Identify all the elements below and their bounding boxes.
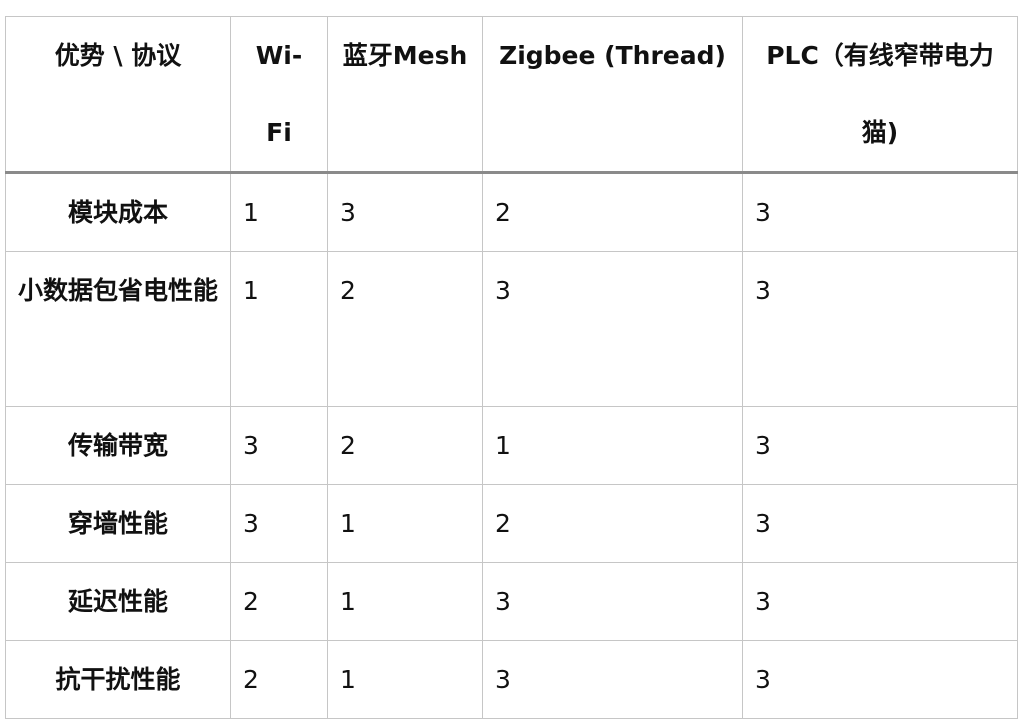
row-label: 模块成本 xyxy=(5,172,231,252)
table-row: 小数据包省电性能 1 2 3 3 xyxy=(5,251,1018,407)
score-cell: 3 xyxy=(230,406,328,485)
header-cell: Zigbee (Thread) xyxy=(482,16,743,174)
table-row: 抗干扰性能 2 1 3 3 xyxy=(5,640,1018,719)
score-cell: 3 xyxy=(742,640,1018,719)
table-row: 传输带宽 3 2 1 3 xyxy=(5,406,1018,485)
table-row: 穿墙性能 3 1 2 3 xyxy=(5,484,1018,563)
score-cell: 3 xyxy=(742,406,1018,485)
row-label: 抗干扰性能 xyxy=(5,640,231,719)
score-cell: 2 xyxy=(230,562,328,641)
header-cell: 蓝牙Mesh xyxy=(327,16,483,174)
table-row: 延迟性能 2 1 3 3 xyxy=(5,562,1018,641)
header-cell: PLC（有线窄带电力猫) xyxy=(742,16,1018,174)
score-cell: 1 xyxy=(327,640,483,719)
score-cell: 1 xyxy=(230,172,328,252)
header-cell: Wi-Fi xyxy=(230,16,328,174)
score-cell: 1 xyxy=(230,251,328,407)
row-label: 穿墙性能 xyxy=(5,484,231,563)
score-cell: 2 xyxy=(482,172,743,252)
score-cell: 1 xyxy=(327,484,483,563)
header-cell: 优势 \ 协议 xyxy=(5,16,231,174)
row-label: 小数据包省电性能 xyxy=(5,251,231,407)
score-cell: 3 xyxy=(742,172,1018,252)
protocol-comparison-table: 优势 \ 协议 Wi-Fi 蓝牙Mesh Zigbee (Thread) PLC… xyxy=(5,16,1018,719)
score-cell: 2 xyxy=(327,406,483,485)
score-cell: 3 xyxy=(742,251,1018,407)
header-row: 优势 \ 协议 Wi-Fi 蓝牙Mesh Zigbee (Thread) PLC… xyxy=(5,16,1018,174)
score-cell: 2 xyxy=(230,640,328,719)
score-cell: 2 xyxy=(482,484,743,563)
score-cell: 1 xyxy=(327,562,483,641)
score-cell: 3 xyxy=(482,251,743,407)
score-cell: 3 xyxy=(482,640,743,719)
table-row: 模块成本 1 3 2 3 xyxy=(5,172,1018,252)
score-cell: 1 xyxy=(482,406,743,485)
row-label: 传输带宽 xyxy=(5,406,231,485)
score-cell: 3 xyxy=(742,562,1018,641)
row-label: 延迟性能 xyxy=(5,562,231,641)
score-cell: 3 xyxy=(327,172,483,252)
score-cell: 3 xyxy=(482,562,743,641)
score-cell: 3 xyxy=(742,484,1018,563)
score-cell: 2 xyxy=(327,251,483,407)
score-cell: 3 xyxy=(230,484,328,563)
